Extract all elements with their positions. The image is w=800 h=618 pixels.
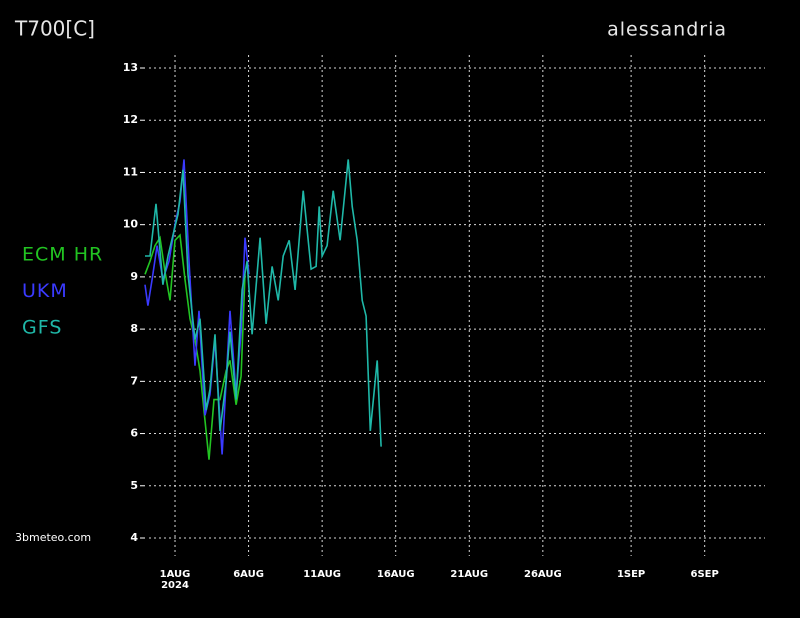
source-label: 3bmeteo.com bbox=[15, 531, 91, 544]
y-tick-label: 5 bbox=[130, 479, 138, 492]
legend-label: GFS bbox=[22, 317, 62, 339]
legend-label: ECM HR bbox=[22, 244, 103, 266]
x-tick-label: 1AUG bbox=[160, 569, 191, 580]
x-tick-label: 11AUG bbox=[303, 569, 341, 580]
y-tick-label: 13 bbox=[123, 61, 138, 74]
x-tick-label: 26AUG bbox=[524, 569, 562, 580]
y-tick-label: 7 bbox=[130, 374, 138, 387]
y-tick-label: 4 bbox=[130, 531, 138, 544]
x-tick-label: 16AUG bbox=[377, 569, 415, 580]
y-tick-label: 8 bbox=[130, 322, 138, 335]
y-tick-label: 10 bbox=[123, 218, 139, 231]
series-line bbox=[145, 159, 382, 447]
y-tick-label: 6 bbox=[130, 427, 138, 440]
y-tick-label: 12 bbox=[123, 113, 138, 126]
x-tick-label: 1SEP bbox=[617, 569, 645, 580]
y-tick-label: 11 bbox=[123, 165, 138, 178]
x-tick-label: 6SEP bbox=[691, 569, 719, 580]
x-tick-label: 21AUG bbox=[450, 569, 488, 580]
chart-title: T700[C] bbox=[14, 17, 95, 41]
chart-subtitle: alessandria bbox=[607, 19, 727, 41]
legend-label: UKM bbox=[22, 280, 68, 302]
x-sub-label: 2024 bbox=[161, 580, 189, 591]
y-tick-label: 9 bbox=[130, 270, 138, 283]
series-line bbox=[144, 159, 250, 455]
x-tick-label: 6AUG bbox=[233, 569, 264, 580]
